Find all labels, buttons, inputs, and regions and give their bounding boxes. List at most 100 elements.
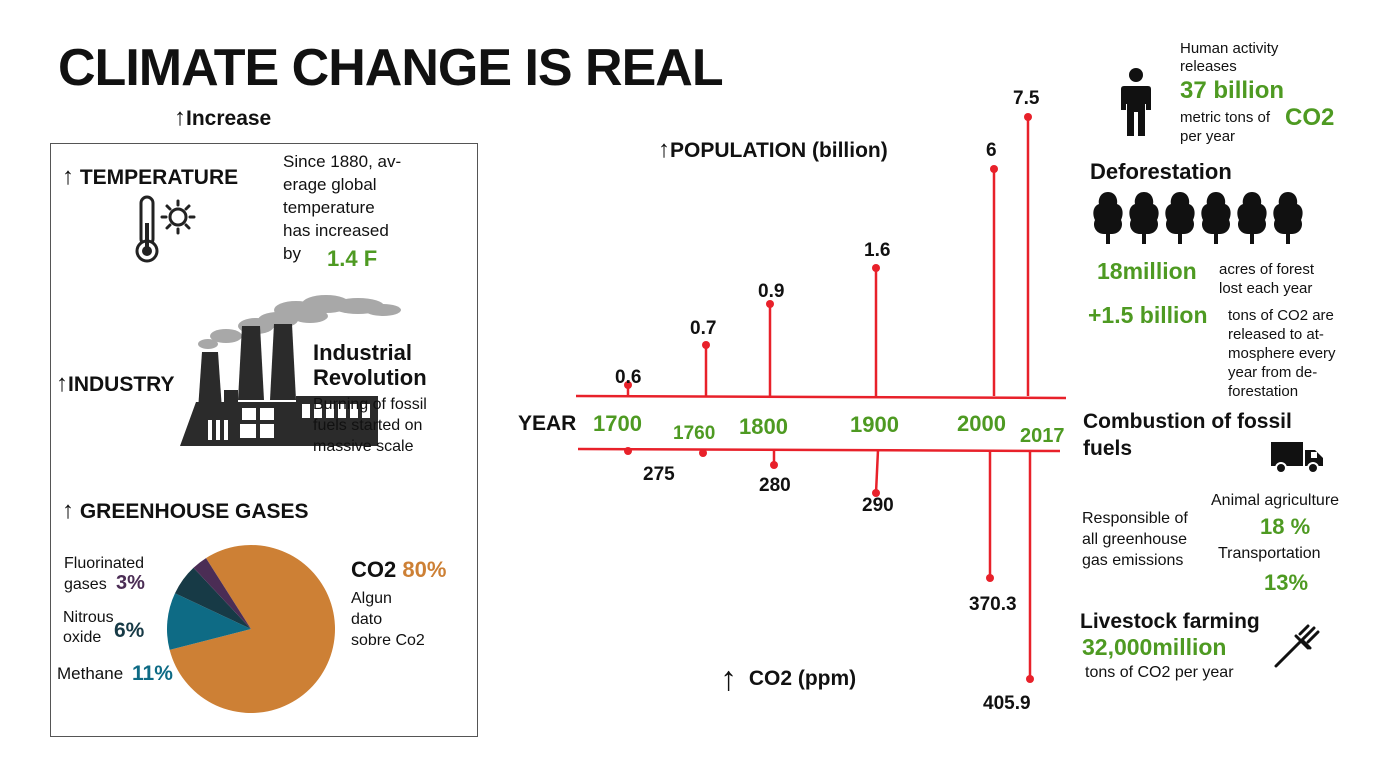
year-axis-label: YEAR bbox=[518, 412, 577, 435]
co2-dot-2000 bbox=[986, 574, 994, 582]
fluorinated-label: Fluorinated gases bbox=[64, 555, 145, 593]
human-co2: CO2 bbox=[1285, 104, 1335, 131]
industry-title-line2: Revolution bbox=[313, 365, 427, 390]
industry-title-line1: Industrial bbox=[313, 340, 413, 365]
increase-label: Increase bbox=[186, 107, 272, 130]
greenhouse-heading: ↑ GREENHOUSE GASES bbox=[62, 497, 309, 525]
temperature-text: Since 1880, av- erage global temperature… bbox=[283, 152, 402, 263]
transportation-label: Transportation bbox=[1218, 545, 1321, 562]
pie-slice-methane bbox=[167, 593, 251, 650]
industry-heading: ↑INDUSTRY bbox=[56, 370, 175, 398]
tree-icon bbox=[1273, 192, 1303, 244]
co2-note: Algun dato sobre Co2 bbox=[351, 590, 425, 649]
co2-dot-1800 bbox=[770, 461, 778, 469]
up-arrow-icon: ↑ bbox=[658, 136, 670, 163]
nitrous-value: 6% bbox=[114, 619, 145, 642]
methane-value: 11% bbox=[132, 662, 173, 685]
co2-value-1900: 290 bbox=[862, 495, 894, 516]
industry-heading-label: INDUSTRY bbox=[68, 373, 175, 396]
factory-icon bbox=[180, 295, 401, 446]
pitchfork-icon bbox=[1274, 624, 1320, 668]
co2-value-2017: 405.9 bbox=[983, 693, 1031, 714]
livestock-text: tons of CO2 per year bbox=[1085, 664, 1234, 681]
deforestation-co2-text: tons of CO2 are released to at- mosphere… bbox=[1228, 307, 1336, 400]
population-dot-1760 bbox=[702, 341, 710, 349]
human-text-1: Human activity releases bbox=[1180, 40, 1279, 75]
population-dot-1800 bbox=[766, 300, 774, 308]
year-1700: 1700 bbox=[593, 411, 642, 436]
combustion-heading: Combustion of fossil fuels bbox=[1083, 410, 1292, 460]
population-value-2017: 7.5 bbox=[1013, 88, 1040, 109]
co2-value-1800: 280 bbox=[759, 475, 791, 496]
co2-stem-1900 bbox=[874, 449, 880, 494]
co2-dot-1900 bbox=[872, 489, 880, 497]
co2-dot-1760 bbox=[699, 449, 707, 457]
deforestation-acres-text: acres of forest lost each year bbox=[1219, 261, 1315, 297]
increase-header: ↑Increase bbox=[174, 104, 271, 132]
co2-value-2000: 370.3 bbox=[969, 594, 1017, 615]
population-axis-label: ↑POPULATION (billion) bbox=[658, 136, 888, 164]
population-dot-2017 bbox=[1024, 113, 1032, 121]
methane-label: Methane bbox=[57, 664, 124, 683]
population-dot-1700 bbox=[624, 381, 632, 389]
pie-slice-fluorinated-gases bbox=[193, 558, 251, 629]
tree-icon bbox=[1165, 192, 1195, 244]
population-dot-2000 bbox=[990, 165, 998, 173]
truck-icon bbox=[1271, 442, 1323, 474]
up-arrow-icon: ↑ bbox=[174, 104, 186, 131]
nitrous-label: Nitrous oxide bbox=[63, 609, 114, 646]
temperature-value: 1.4 F bbox=[327, 246, 378, 271]
co2-value-1760: 275 bbox=[643, 464, 675, 485]
co2-axis-label-text: CO2 (ppm) bbox=[748, 667, 857, 691]
tree-icon bbox=[1129, 192, 1159, 244]
greenhouse-heading-label: GREENHOUSE GASES bbox=[79, 500, 309, 523]
livestock-value: 32,000million bbox=[1082, 634, 1227, 660]
population-dot-1900 bbox=[872, 264, 880, 272]
thermometer-sun-icon bbox=[135, 195, 196, 263]
co2-share-value: 80% bbox=[402, 557, 447, 582]
temperature-heading-label: TEMPERATURE bbox=[79, 166, 239, 189]
population-value-1760: 0.7 bbox=[690, 318, 717, 339]
person-icon bbox=[1121, 68, 1151, 136]
industry-title: Industrial Revolution bbox=[313, 340, 427, 390]
increase-panel bbox=[50, 143, 478, 737]
co2-dot-1700 bbox=[624, 447, 632, 455]
population-value-2000: 6 bbox=[986, 140, 997, 161]
co2-share: CO2 80% bbox=[351, 557, 446, 583]
population-axis-label-text: POPULATION (billion) bbox=[670, 139, 888, 162]
up-arrow-icon: ↑ bbox=[720, 660, 737, 698]
combustion-responsible-text: Responsible of all greenhouse gas emissi… bbox=[1082, 510, 1188, 569]
timeline-lower-axis bbox=[577, 447, 1061, 453]
up-arrow-icon: ↑ bbox=[62, 163, 74, 190]
industry-text: Burning of fossil fuels started on massi… bbox=[313, 396, 427, 455]
tree-icon bbox=[1093, 192, 1123, 244]
year-2000: 2000 bbox=[957, 411, 1006, 436]
human-value: 37 billion bbox=[1180, 77, 1285, 104]
page-title: CLIMATE CHANGE IS REAL bbox=[58, 39, 724, 97]
population-value-1800: 0.9 bbox=[758, 281, 785, 302]
up-arrow-icon: ↑ bbox=[56, 370, 68, 397]
animal-agriculture-value: 18 % bbox=[1260, 514, 1311, 539]
up-arrow-icon: ↑ bbox=[62, 497, 74, 524]
trees-icon bbox=[1093, 192, 1303, 244]
tree-icon bbox=[1201, 192, 1231, 244]
deforestation-heading: Deforestation bbox=[1090, 159, 1232, 184]
greenhouse-pie-chart bbox=[167, 545, 335, 713]
transportation-value: 13% bbox=[1264, 570, 1309, 595]
year-2017: 2017 bbox=[1020, 425, 1065, 447]
fluorinated-value: 3% bbox=[116, 572, 145, 594]
tree-icon bbox=[1237, 192, 1267, 244]
animal-agriculture-label: Animal agriculture bbox=[1211, 492, 1340, 509]
timeline-graphic bbox=[575, 113, 1067, 683]
year-1900: 1900 bbox=[850, 412, 899, 437]
temperature-heading: ↑ TEMPERATURE bbox=[62, 163, 238, 191]
year-1800: 1800 bbox=[739, 414, 788, 439]
year-1760: 1760 bbox=[673, 423, 716, 444]
co2-share-label: CO2 bbox=[351, 557, 397, 582]
human-text-2: metric tons of per year bbox=[1180, 109, 1271, 145]
pie-slice-nitrous-oxide bbox=[174, 567, 251, 629]
livestock-heading: Livestock farming bbox=[1080, 610, 1260, 633]
co2-axis-label: ↑ CO2 (ppm) bbox=[720, 660, 856, 699]
population-value-1700: 0.6 bbox=[615, 367, 642, 388]
pie-slice-co2 bbox=[169, 545, 335, 713]
